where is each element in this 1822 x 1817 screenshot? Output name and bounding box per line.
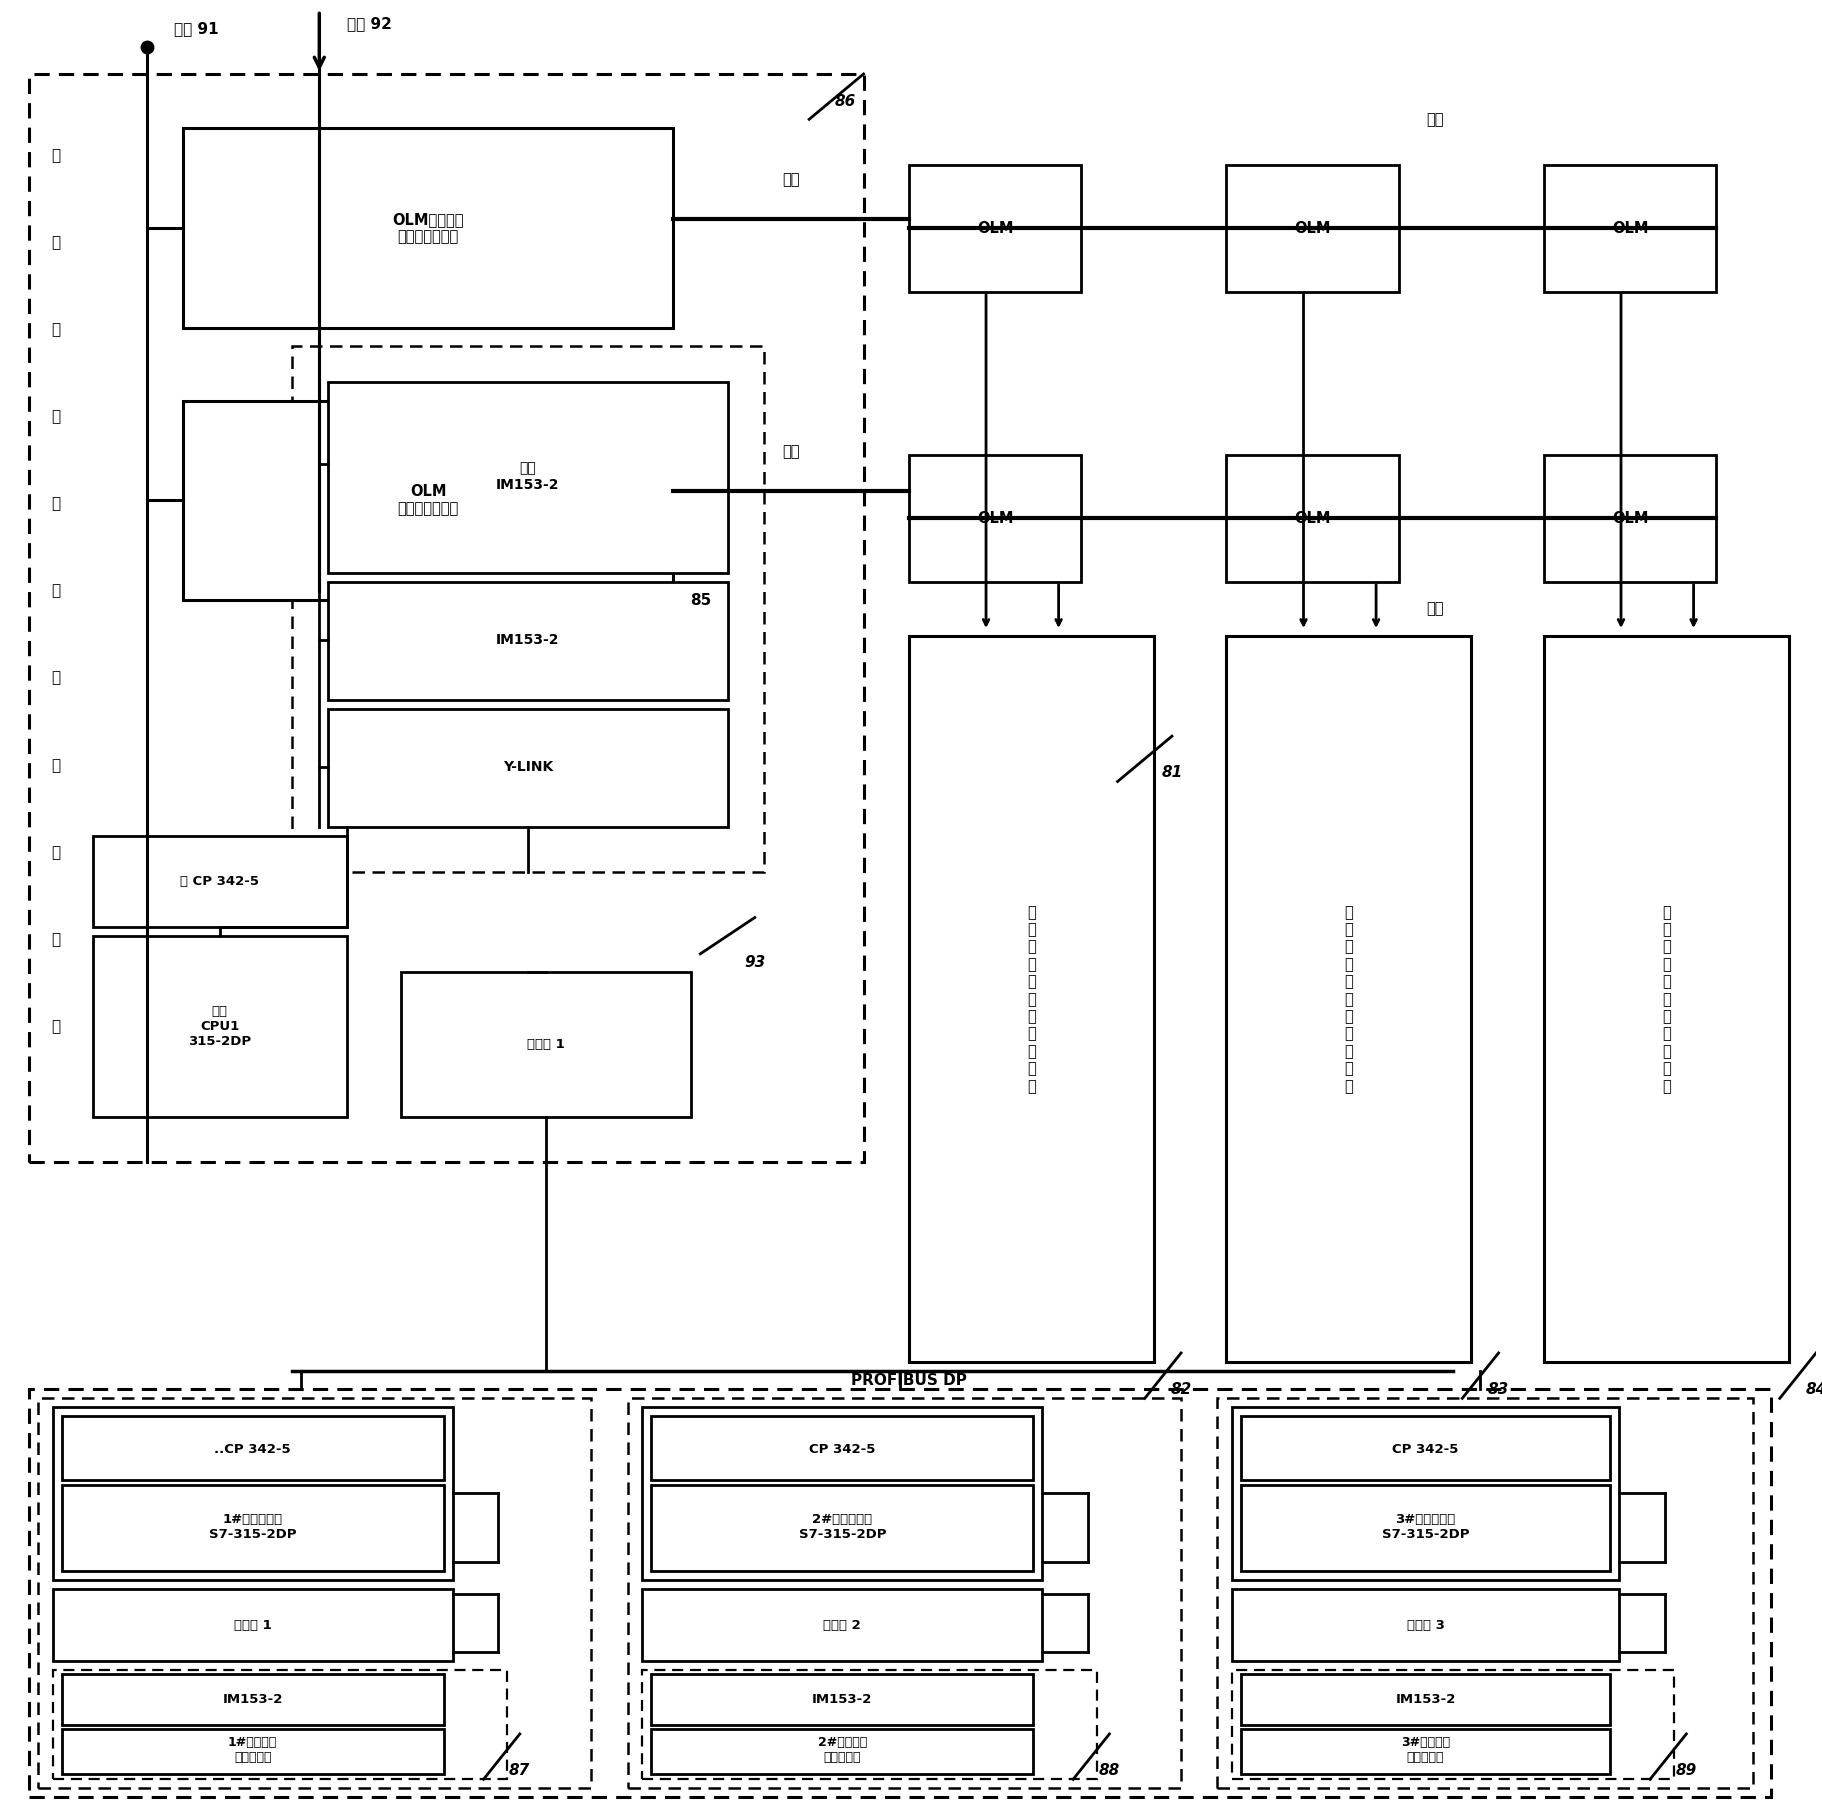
Text: 子: 子 (51, 670, 60, 685)
Text: OLM: OLM (977, 511, 1013, 525)
FancyBboxPatch shape (1241, 1417, 1611, 1481)
Text: 置: 置 (51, 1019, 60, 1034)
Text: 舱 CP 342-5: 舱 CP 342-5 (180, 874, 259, 889)
FancyBboxPatch shape (62, 1728, 443, 1773)
Text: OLM: OLM (1612, 511, 1649, 525)
FancyBboxPatch shape (62, 1673, 443, 1724)
Text: 光缆: 光缆 (1427, 113, 1443, 127)
Text: Y-LINK: Y-LINK (503, 760, 554, 774)
Text: 远
程
锚
机
机
舱
子
控
制
装
置: 远 程 锚 机 机 舱 子 控 制 装 置 (1345, 905, 1354, 1094)
Text: 程: 程 (51, 234, 60, 251)
Text: 3#锚机机旁
柜操作控制: 3#锚机机旁 柜操作控制 (1401, 1737, 1450, 1764)
Text: 整流柜 1: 整流柜 1 (527, 1038, 565, 1050)
Text: CP 342-5: CP 342-5 (809, 1443, 875, 1455)
Text: 82: 82 (1170, 1381, 1192, 1397)
FancyBboxPatch shape (1241, 1673, 1611, 1724)
Text: 远
程
锚
机
机
舱
子
控
制
装
置: 远 程 锚 机 机 舱 子 控 制 装 置 (1662, 905, 1671, 1094)
Text: 控: 控 (51, 758, 60, 772)
FancyBboxPatch shape (1226, 636, 1472, 1363)
Text: 93: 93 (743, 956, 765, 970)
Text: 光缆: 光缆 (782, 443, 800, 460)
FancyBboxPatch shape (909, 454, 1080, 581)
FancyBboxPatch shape (641, 1588, 1042, 1661)
Text: 机: 机 (51, 496, 60, 511)
FancyBboxPatch shape (1241, 1486, 1611, 1570)
FancyBboxPatch shape (401, 972, 691, 1117)
FancyBboxPatch shape (641, 1408, 1042, 1579)
Text: 逆变器 2: 逆变器 2 (824, 1619, 862, 1632)
Text: 逆变器 3: 逆变器 3 (1407, 1619, 1445, 1632)
FancyBboxPatch shape (62, 1486, 443, 1570)
Text: 装: 装 (51, 932, 60, 947)
FancyBboxPatch shape (328, 709, 727, 827)
FancyBboxPatch shape (1241, 1728, 1611, 1773)
Text: 89: 89 (1676, 1762, 1696, 1777)
Text: OLM: OLM (977, 220, 1013, 236)
Text: 光缆: 光缆 (782, 171, 800, 187)
FancyBboxPatch shape (62, 1417, 443, 1481)
Text: 冗余
IM153-2: 冗余 IM153-2 (496, 462, 559, 492)
Text: IM153-2: IM153-2 (1396, 1693, 1456, 1706)
FancyBboxPatch shape (1543, 636, 1789, 1363)
FancyBboxPatch shape (53, 1588, 452, 1661)
FancyBboxPatch shape (650, 1728, 1033, 1773)
Text: 83: 83 (1489, 1381, 1509, 1397)
Text: OLM: OLM (1294, 220, 1330, 236)
Text: 机舱
CPU1
315-2DP: 机舱 CPU1 315-2DP (188, 1005, 251, 1048)
Text: CP 342-5: CP 342-5 (1392, 1443, 1459, 1455)
FancyBboxPatch shape (53, 1408, 452, 1579)
Text: IM153-2: IM153-2 (496, 632, 559, 647)
Text: ..CP 342-5: ..CP 342-5 (215, 1443, 292, 1455)
FancyBboxPatch shape (93, 936, 346, 1117)
Text: 88: 88 (1099, 1762, 1121, 1777)
Text: OLM（冗余）
远端光电转换器: OLM（冗余） 远端光电转换器 (392, 213, 465, 243)
FancyBboxPatch shape (1543, 165, 1716, 293)
FancyBboxPatch shape (1226, 165, 1399, 293)
FancyBboxPatch shape (909, 165, 1080, 293)
FancyBboxPatch shape (650, 1417, 1033, 1481)
Text: OLM: OLM (1294, 511, 1330, 525)
Text: 1#锚机机旁
柜操作控制: 1#锚机机旁 柜操作控制 (228, 1737, 277, 1764)
Text: 87: 87 (508, 1762, 530, 1777)
Text: 81: 81 (1161, 765, 1182, 779)
Text: 1#锚机主控制
S7-315-2DP: 1#锚机主控制 S7-315-2DP (210, 1514, 297, 1541)
FancyBboxPatch shape (184, 129, 672, 327)
FancyBboxPatch shape (650, 1673, 1033, 1724)
Text: 光缆 91: 光缆 91 (175, 22, 219, 36)
Text: 锚: 锚 (51, 322, 60, 338)
Text: 3#锚机主控制
S7-315-2DP: 3#锚机主控制 S7-315-2DP (1381, 1514, 1469, 1541)
FancyBboxPatch shape (328, 581, 727, 700)
Text: IM153-2: IM153-2 (222, 1693, 282, 1706)
FancyBboxPatch shape (184, 400, 672, 600)
FancyBboxPatch shape (650, 1486, 1033, 1570)
Text: 2#锚机主控制
S7-315-2DP: 2#锚机主控制 S7-315-2DP (798, 1514, 885, 1541)
Text: 光缆 92: 光缆 92 (346, 16, 392, 31)
Text: 86: 86 (834, 94, 856, 109)
Text: 机: 机 (51, 409, 60, 425)
Text: 逆变器 1: 逆变器 1 (233, 1619, 271, 1632)
FancyBboxPatch shape (1543, 454, 1716, 581)
FancyBboxPatch shape (1226, 454, 1399, 581)
Text: OLM: OLM (1612, 220, 1649, 236)
FancyBboxPatch shape (93, 836, 346, 927)
Text: 制: 制 (51, 845, 60, 859)
Text: OLM
远端光电转换器: OLM 远端光电转换器 (397, 483, 459, 516)
Text: 2#锚机机旁
柜操作控制: 2#锚机机旁 柜操作控制 (818, 1737, 867, 1764)
FancyBboxPatch shape (328, 382, 727, 572)
FancyBboxPatch shape (1232, 1408, 1620, 1579)
Text: 85: 85 (691, 592, 711, 607)
Text: IM153-2: IM153-2 (813, 1693, 873, 1706)
Text: 舱: 舱 (51, 583, 60, 598)
Text: PROFIBUS DP: PROFIBUS DP (851, 1372, 967, 1388)
FancyBboxPatch shape (1232, 1588, 1620, 1661)
Text: 远
程
锚
机
机
舱
子
控
制
装
置: 远 程 锚 机 机 舱 子 控 制 装 置 (1028, 905, 1035, 1094)
Text: 84: 84 (1806, 1381, 1822, 1397)
FancyBboxPatch shape (909, 636, 1153, 1363)
Text: 远: 远 (51, 149, 60, 164)
Text: 光缆: 光缆 (1427, 601, 1443, 616)
